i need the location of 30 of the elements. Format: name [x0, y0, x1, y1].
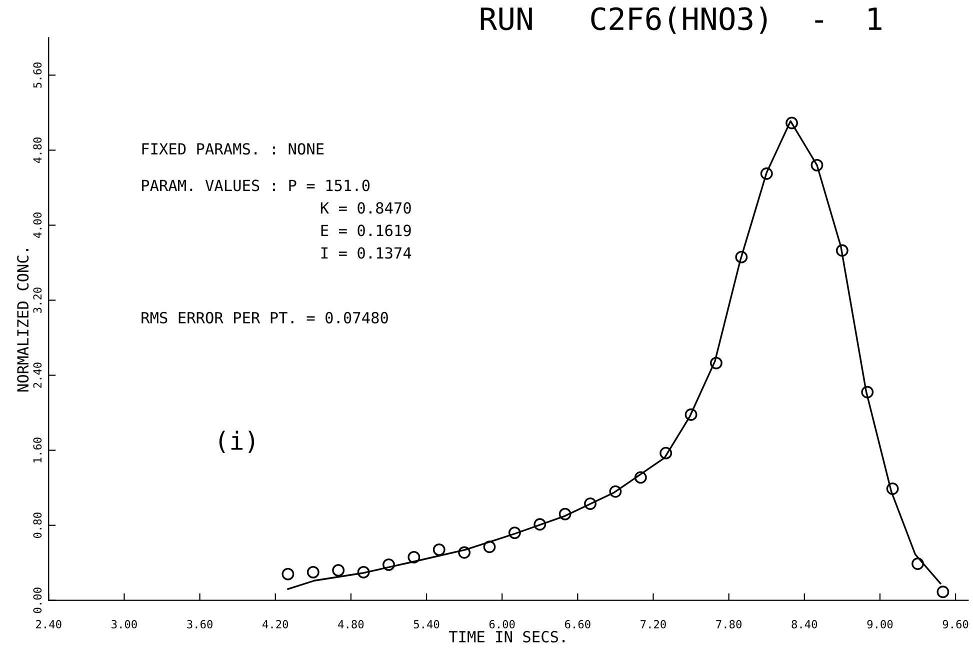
y-tick-label: 4.80	[33, 138, 42, 164]
y-tick-label: 4.00	[33, 212, 42, 238]
annotation: PARAM. VALUES : P = 151.0	[142, 180, 370, 192]
x-axis-title: TIME IN SECS.	[448, 630, 565, 642]
x-tick-label: 5.40	[414, 620, 440, 628]
annotation: E = 0.1619	[321, 224, 411, 236]
y-tick-label: 0.80	[33, 512, 42, 538]
x-tick-label: 4.80	[338, 620, 364, 628]
x-tick-label: 6.60	[565, 620, 590, 628]
x-tick-label: 8.40	[792, 620, 818, 628]
y-tick-label: 5.60	[33, 62, 42, 88]
x-tick-label: 6.00	[489, 620, 515, 628]
x-tick-label: 9.00	[867, 620, 893, 628]
y-tick-label: 3.20	[33, 288, 42, 313]
y-axis-title: NORMALIZED CONC.	[17, 249, 29, 392]
annotation: FIXED PARAMS. : NONE	[142, 143, 324, 155]
annotation: K = 0.8470	[320, 202, 411, 214]
y-tick-label: 2.40	[33, 362, 42, 388]
y-tick-label: 1.60	[33, 438, 42, 462]
annotation: RMS ERROR PER PT. = 0.07480	[142, 312, 388, 324]
x-tick-label: 3.00	[112, 620, 137, 628]
chart-title: RUN C2F6(HNO3) - 1	[480, 6, 882, 34]
annotation: (i)	[219, 430, 254, 454]
annotation: I = 0.1374	[321, 247, 412, 259]
x-tick-label: 7.80	[716, 620, 742, 628]
x-tick-label: 4.20	[262, 620, 288, 628]
y-tick-label: 0.00	[33, 588, 42, 613]
x-tick-label: 9.60	[942, 620, 968, 628]
x-tick-label: 7.20	[640, 620, 666, 628]
x-tick-label: 3.60	[187, 620, 212, 628]
